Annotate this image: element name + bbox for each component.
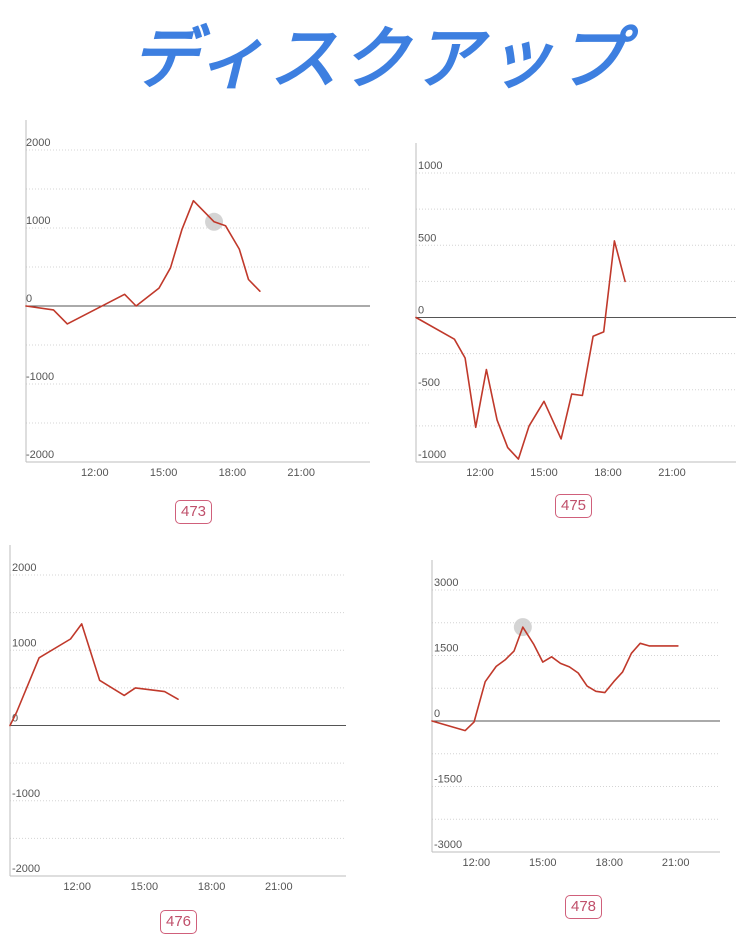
x-tick-label: 18:00 [595, 857, 623, 869]
y-tick-label: 1500 [434, 643, 458, 655]
x-tick-label: 21:00 [658, 467, 686, 479]
x-tick-label: 18:00 [198, 881, 226, 893]
x-tick-label: 15:00 [529, 857, 557, 869]
chart-label-473: 473 [175, 500, 213, 524]
x-tick-label: 15:00 [150, 467, 178, 479]
chart-475: 1000 500 0 -500 -1000 12:00 15:00 18:00 21:00 [415, 143, 736, 479]
headline: ディスクアップ [130, 20, 639, 99]
series-line [25, 199, 261, 325]
y-tick-label: 2000 [12, 562, 36, 574]
y-tick-label: 2000 [26, 137, 50, 149]
series-line [9, 623, 179, 727]
y-tick-label: -1000 [12, 788, 40, 800]
chart-label-475: 475 [555, 494, 593, 518]
y-tick-label: 1000 [418, 160, 442, 172]
x-tick-label: 21:00 [265, 881, 293, 893]
x-tick-label: 12:00 [63, 881, 91, 893]
y-tick-label: -2000 [26, 449, 54, 461]
y-tick-label: 3000 [434, 577, 458, 589]
x-tick-label: 21:00 [287, 467, 315, 479]
y-tick-label: 500 [418, 232, 436, 244]
x-tick-label: 12:00 [463, 857, 491, 869]
handwritten-title: ディスクアップ [130, 20, 639, 99]
y-tick-label: -1500 [434, 774, 462, 786]
series-line [431, 626, 679, 732]
y-tick-label: -1000 [418, 449, 446, 461]
y-tick-label: 0 [434, 708, 440, 720]
x-tick-label: 21:00 [662, 857, 690, 869]
y-tick-label: -500 [418, 377, 440, 389]
y-tick-label: 1000 [26, 215, 50, 227]
x-tick-label: 18:00 [219, 467, 247, 479]
y-tick-label: -2000 [12, 863, 40, 875]
chart-476: 2000 1000 0 -1000 -2000 12:00 15:00 18:00 21:00 [9, 545, 346, 893]
chart-label-476: 476 [160, 910, 198, 934]
y-tick-label: 0 [418, 305, 424, 317]
y-tick-label: -1000 [26, 371, 54, 383]
y-tick-label: 0 [12, 713, 18, 725]
x-tick-label: 15:00 [131, 881, 159, 893]
series-line [415, 240, 626, 460]
x-tick-label: 12:00 [466, 467, 494, 479]
x-tick-label: 15:00 [530, 467, 558, 479]
chart-label-478: 478 [565, 895, 603, 919]
chart-473: 2000 1000 0 -1000 -2000 12:00 15:00 18:00 21:00 [25, 120, 370, 479]
x-tick-label: 12:00 [81, 467, 109, 479]
y-tick-label: 1000 [12, 637, 36, 649]
x-tick-label: 18:00 [594, 467, 622, 479]
y-tick-label: -3000 [434, 839, 462, 851]
y-tick-label: 0 [26, 293, 32, 305]
